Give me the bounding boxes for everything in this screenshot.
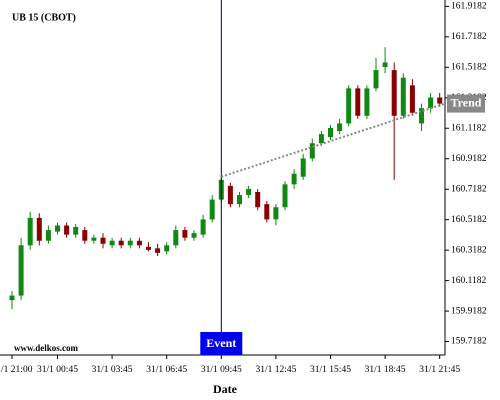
- y-tick-label: 160.1182: [451, 276, 487, 286]
- candle-body: [400, 77, 406, 116]
- candle-body: [155, 248, 161, 253]
- candle-body: [246, 188, 252, 196]
- candle-body: [164, 245, 170, 252]
- candle-body: [364, 88, 370, 116]
- candle-body: [355, 88, 361, 116]
- x-tick-label: 31/1 18:45: [365, 365, 406, 375]
- x-tick-label: 31/1 03:45: [92, 365, 133, 375]
- candle-body: [173, 230, 179, 246]
- y-tick-label: 161.9182: [451, 2, 487, 12]
- candle-body: [255, 191, 261, 208]
- chart-title: UB 15 (CBOT): [12, 12, 76, 23]
- candle-body: [55, 225, 60, 232]
- candle-body: [428, 97, 434, 109]
- candle-body: [227, 185, 233, 205]
- candle-body: [9, 295, 15, 301]
- x-tick-label: 31/1 21:00: [0, 365, 33, 375]
- watermark: www.delkos.com: [14, 343, 79, 353]
- event-box: [200, 332, 243, 355]
- candle-body: [346, 88, 352, 124]
- x-tick-label: 31/1 00:45: [37, 365, 78, 375]
- candle-body: [273, 207, 279, 220]
- candle-body: [191, 233, 197, 238]
- x-tick-label: 31/1 21:45: [419, 365, 460, 375]
- candle-body: [437, 97, 443, 104]
- candle-body: [409, 85, 415, 113]
- candle-body: [419, 108, 424, 124]
- candle-body: [391, 70, 397, 116]
- candle-body: [18, 245, 24, 296]
- event-label: Event: [206, 336, 236, 350]
- candle-body: [264, 204, 270, 220]
- y-tick-label: 161.1182: [451, 123, 487, 133]
- candle-body: [73, 227, 79, 235]
- y-tick-label: 161.7182: [451, 32, 487, 42]
- trend-line: [220, 102, 446, 178]
- candle-body: [182, 230, 188, 238]
- candle-body: [118, 240, 124, 246]
- y-tick-label: 160.9182: [451, 154, 487, 164]
- candle-body: [127, 240, 133, 246]
- candle-body: [109, 240, 115, 246]
- y-tick-label: 160.3182: [451, 245, 487, 255]
- y-tick-label: 160.5182: [451, 215, 487, 225]
- candle-body: [318, 134, 324, 144]
- candle-body: [45, 230, 51, 241]
- candle-body: [27, 217, 33, 246]
- x-tick-label: 31/1 15:45: [310, 365, 351, 375]
- candle-body: [337, 123, 343, 132]
- trend-label: Trend: [451, 95, 482, 109]
- candle-body: [91, 237, 97, 241]
- x-tick-label: 31/1 12:45: [255, 365, 296, 375]
- candle-body: [100, 237, 106, 244]
- candle-body: [382, 62, 388, 68]
- candle-body: [36, 217, 42, 241]
- x-axis-label: Date: [213, 382, 238, 396]
- x-tick-label: 31/1 06:45: [146, 365, 187, 375]
- candle-body: [136, 240, 142, 246]
- trend-box: [447, 94, 485, 113]
- candle-body: [328, 127, 333, 138]
- x-tick-label: 31/1 09:45: [201, 365, 242, 375]
- candle-body: [309, 143, 315, 159]
- candle-body: [282, 184, 288, 208]
- candle-body: [237, 195, 242, 205]
- y-tick-label: 161.5182: [451, 63, 487, 73]
- candle-body: [300, 158, 306, 177]
- candle-body: [82, 230, 88, 241]
- y-tick-label: 159.9182: [451, 306, 487, 316]
- y-tick-label: 159.7182: [451, 337, 487, 347]
- candle-body: [200, 219, 206, 235]
- candle-body: [146, 246, 151, 250]
- candle-body: [373, 70, 379, 89]
- candle-body: [209, 199, 215, 220]
- candle-body: [64, 225, 70, 235]
- candle-body: [291, 173, 297, 185]
- y-tick-label: 160.7182: [451, 184, 487, 194]
